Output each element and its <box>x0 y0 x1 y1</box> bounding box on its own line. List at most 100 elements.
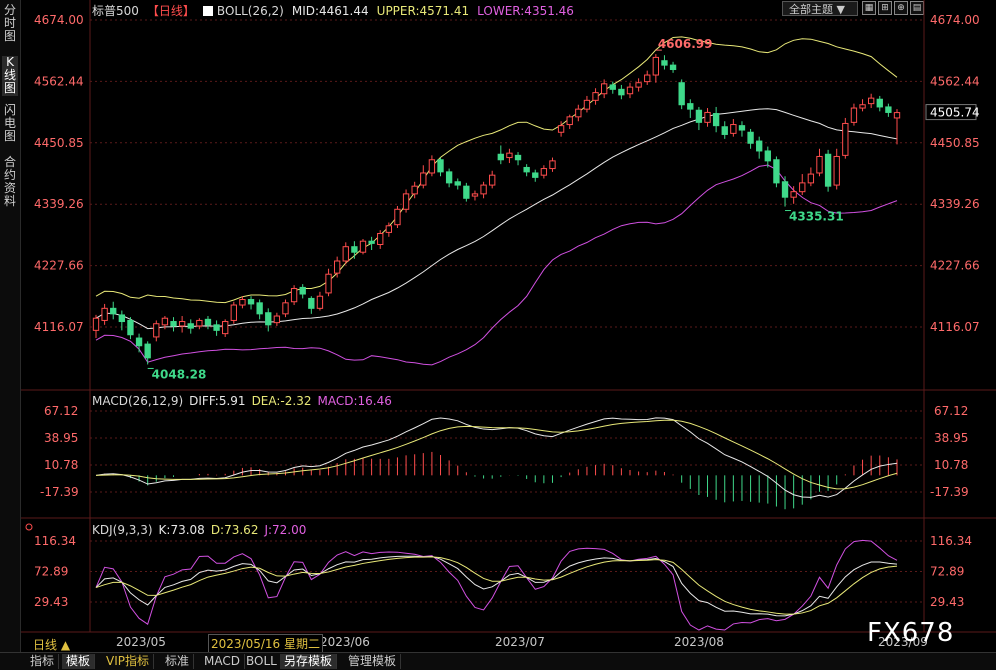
candle-body <box>695 109 703 123</box>
candle-body <box>239 299 246 306</box>
kdj-label-right: 29.43 <box>930 595 964 609</box>
date-label: 2023/08 <box>674 635 724 649</box>
candle-body <box>661 60 668 66</box>
kline-chart[interactable]: 4674.00 4674.00 4562.44 4562.44 4450.85 4450.… <box>0 0 996 652</box>
boll-upper-line <box>95 36 898 304</box>
candle-body <box>721 126 728 135</box>
btab-vip[interactable]: VIP指标 <box>102 654 154 669</box>
candle-body <box>652 56 660 76</box>
macd-label-right: 67.12 <box>934 404 968 418</box>
price-label-left: 4674.00 <box>34 13 84 27</box>
candle-body <box>781 181 789 198</box>
price-label-right: 4339.26 <box>930 197 980 211</box>
candle-body <box>333 260 341 274</box>
candle-body <box>368 240 375 244</box>
tab-flash[interactable]: 闪电图 <box>3 103 16 143</box>
btab-save-template[interactable]: 另存模板 <box>280 654 338 669</box>
candle-body <box>222 321 229 335</box>
price-label-right: 4227.66 <box>930 259 980 273</box>
candle-body <box>704 111 711 123</box>
candle-body <box>110 307 117 315</box>
btab-standard[interactable]: 标准 <box>161 654 195 669</box>
last-price-box <box>925 104 977 121</box>
candle-body <box>583 99 591 110</box>
candle-body <box>790 191 797 198</box>
macd-label-left: 38.95 <box>44 431 78 445</box>
kdj-label-right: 72.89 <box>930 564 964 578</box>
candle-body <box>256 302 263 315</box>
candle-body <box>153 323 160 338</box>
tab-timeshare[interactable]: 分时图 <box>3 3 16 43</box>
candle-body <box>842 122 849 156</box>
btab-macd[interactable]: MACD <box>200 654 245 669</box>
candle-body <box>850 107 858 123</box>
candle-body <box>92 317 100 331</box>
kdj-name: KDJ(9,3,3) <box>92 523 153 537</box>
candle-body <box>342 246 349 262</box>
candle-body <box>428 159 436 174</box>
candle-body <box>170 321 177 327</box>
theme-dropdown[interactable]: 全部主题 ▼ <box>782 1 858 16</box>
candle-body <box>540 168 548 176</box>
candle-body <box>867 97 875 105</box>
candle-body <box>600 83 608 95</box>
btab-manage-template[interactable]: 管理模板 <box>344 654 402 669</box>
candle-body <box>299 286 306 295</box>
date-label: 2023/06 <box>320 635 370 649</box>
boll-icon[interactable] <box>202 6 213 16</box>
boll-mid-line <box>95 108 898 330</box>
candle-body <box>635 82 642 88</box>
price-annotation: 4335.31 <box>789 210 844 224</box>
candle-body <box>730 124 737 134</box>
settings-dot-icon[interactable] <box>25 523 33 531</box>
candle-body <box>230 304 237 321</box>
candle-body <box>876 98 883 108</box>
candle-body <box>523 166 530 173</box>
window-icon[interactable]: ▤ <box>910 1 924 15</box>
candle-body <box>747 131 754 144</box>
candle-body <box>385 225 393 233</box>
btab-template[interactable]: 模板 <box>62 654 96 669</box>
candle-body <box>549 160 556 170</box>
kdj-label-right: 116.34 <box>930 534 972 548</box>
candle-body <box>161 317 169 326</box>
candle-body <box>566 116 573 126</box>
candle-body <box>893 112 901 119</box>
candle-body <box>308 297 315 309</box>
candle-body <box>497 153 504 161</box>
price-label-left: 4227.66 <box>34 259 84 273</box>
candle-body <box>557 125 565 133</box>
candle-body <box>575 108 582 118</box>
period-selector[interactable]: 日线 ▲ <box>33 638 71 652</box>
kdj-k: K:73.08 <box>158 523 205 537</box>
candle-body <box>316 295 324 309</box>
kdj-d: D:73.62 <box>210 523 259 537</box>
candle-body <box>359 240 367 253</box>
btab-boll[interactable]: BOLL <box>242 654 282 669</box>
candle-body <box>101 307 108 321</box>
candle-body <box>807 173 815 184</box>
grid-icon[interactable]: ▦ <box>862 1 876 15</box>
macd-label-left: 10.78 <box>44 458 78 472</box>
price-annotation: 4606.99 <box>658 37 713 51</box>
candle-body <box>127 319 134 336</box>
candle-body <box>678 82 685 106</box>
zoom-icon[interactable]: ⊕ <box>894 1 908 15</box>
candle-body <box>471 193 479 197</box>
last-price-label: 4505.74 <box>930 106 980 120</box>
expand-icon[interactable]: ⊞ <box>878 1 892 15</box>
boll-upper: UPPER:4571.41 <box>376 4 470 18</box>
candle-body <box>738 125 746 131</box>
candle-body <box>514 154 522 161</box>
tab-contract-info[interactable]: 合约资料 <box>3 155 16 208</box>
candle-body <box>480 184 487 195</box>
dropdown-arrow-icon: ▼ <box>836 3 845 16</box>
candle-body <box>669 64 677 71</box>
kdj-j-line <box>95 539 898 631</box>
left-sidebar: 分时图 K线图 闪电图 合约资料 <box>0 0 21 652</box>
btab-indicator[interactable]: 指标 <box>26 654 60 669</box>
kdj-d-line <box>95 556 898 615</box>
macd-value: MACD:16.46 <box>317 394 392 408</box>
macd-diff: DIFF:5.91 <box>189 394 246 408</box>
tab-kline[interactable]: K线图 <box>2 55 18 96</box>
